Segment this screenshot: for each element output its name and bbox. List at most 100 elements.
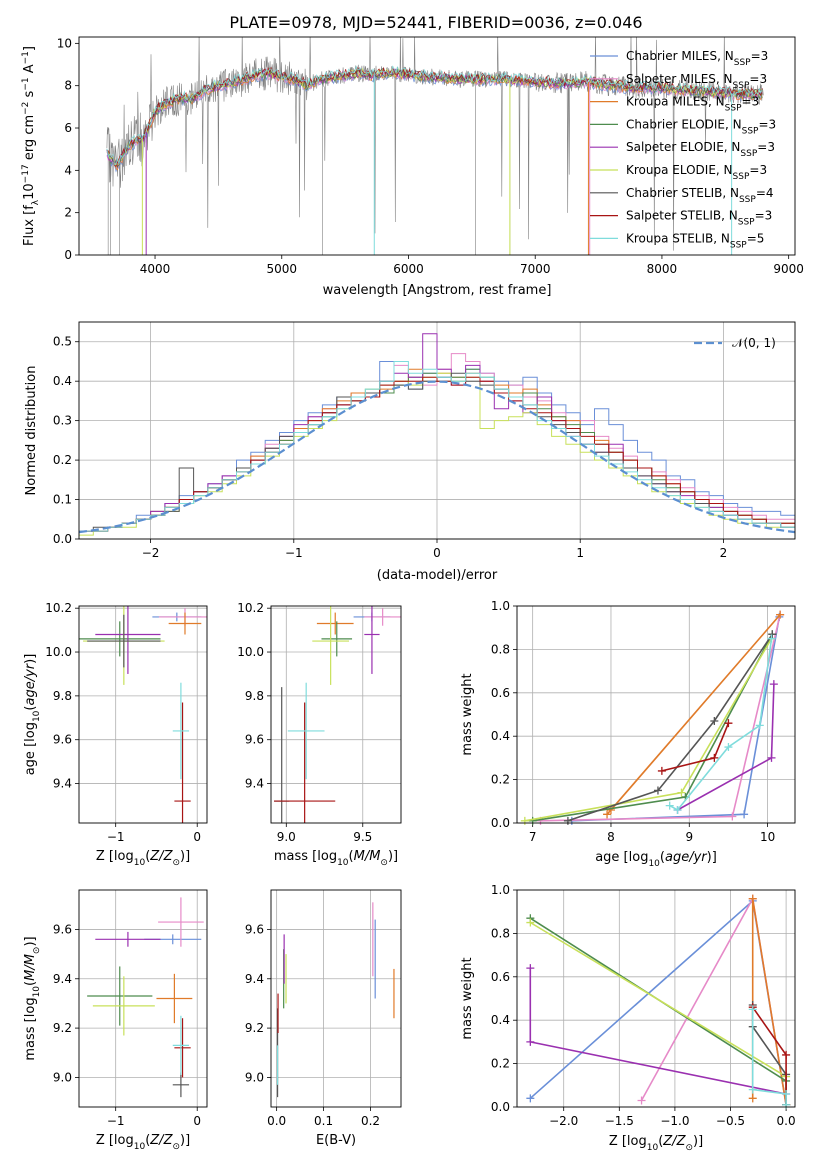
histogram-lines [79, 333, 795, 539]
label-part: =3 [742, 95, 760, 109]
y-tick-label: 0.0 [53, 532, 72, 546]
label-part: Kroupa STELIB, N [626, 231, 730, 245]
label-part: A [22, 64, 37, 77]
gaussian-curve [79, 380, 795, 534]
label-part: )] [23, 654, 38, 664]
label-part: 10 [134, 1142, 146, 1152]
label-part: Kroupa MILES, N [626, 95, 725, 109]
y-tick-label: 10.0 [237, 645, 264, 659]
weight-marker [776, 610, 785, 619]
y-axis-label: mass weight [460, 957, 475, 1039]
label-part: Flux [f [22, 205, 37, 246]
label-part: mass weight [460, 957, 475, 1039]
y-tick-label: 9.6 [53, 922, 72, 936]
legend-label: Chabrier ELODIE, NSSP=3 [626, 117, 776, 136]
label-part: ⊙ [380, 858, 388, 868]
label-part: Salpeter ELODIE, N [626, 140, 740, 154]
weight-marker [665, 801, 674, 810]
label-part: SSP [740, 149, 757, 159]
x-tick-label: 9.5 [353, 830, 372, 844]
x-tick-label: 9.0 [277, 830, 296, 844]
weight-marker [748, 1005, 757, 1014]
weight-marker [526, 918, 535, 927]
x-axis-label: age [log10(age/yr)] [595, 850, 717, 869]
x-tick-label: 7000 [520, 262, 551, 276]
x-tick-label: 8 [607, 830, 615, 844]
y-tick-label: 10.2 [45, 601, 72, 615]
label-part: )] [180, 1133, 190, 1148]
y-tick-label: 9.4 [245, 972, 264, 986]
label-part: 10 [32, 710, 42, 722]
spectrum-lines [106, 37, 764, 255]
label-part: age/yr [665, 850, 708, 865]
y-tick-label: 4 [64, 163, 72, 177]
legend-label: Salpeter ELODIE, NSSP=3 [626, 140, 775, 159]
mass-vs-metallicity-panel: −1 09.09.29.49.6Z [log10(Z/Z⊙)]mass [log1… [23, 889, 208, 1152]
label-part: SSP [734, 58, 751, 68]
weight-series-line [529, 968, 787, 1095]
label-part: s [22, 90, 37, 101]
mass-vs-ebv-panel: 0.0 0.1 0.2 9.0 9.2 9.4 9.6 E(B-V) [245, 889, 402, 1148]
x-tick-label: −1.5 [605, 1114, 634, 1128]
x-tick-label: 0.2 [361, 1114, 380, 1128]
weight-marker [526, 964, 535, 973]
label-part: Salpeter MILES, N [626, 72, 733, 86]
y-tick-label: 0.1 [53, 493, 72, 507]
y-tick-label: 9.2 [53, 1021, 72, 1035]
y-tick-label: 6 [64, 121, 72, 135]
weight-marker [677, 788, 686, 797]
y-tick-label: 0.4 [491, 729, 510, 743]
y-tick-label: 2 [64, 206, 72, 220]
weight-marker [782, 1089, 791, 1098]
label-part: ( [658, 1134, 663, 1149]
label-part: SSP [733, 172, 750, 182]
label-part: 10 [648, 859, 660, 869]
label-part: age/yr [23, 662, 38, 705]
x-tick-label: 4000 [140, 262, 171, 276]
legend-label: Kroupa STELIB, NSSP=5 [626, 231, 764, 250]
weight-marker [603, 810, 612, 819]
x-tick-label: −0.5 [716, 1114, 745, 1128]
label-part: ( [23, 981, 38, 986]
weight-marker [767, 753, 776, 762]
label-part: (data-model)/error [377, 568, 498, 583]
y-tick-label: 9.0 [53, 1070, 72, 1084]
label-part: −17 [21, 164, 31, 183]
label-part: =3 [758, 117, 776, 131]
label-part: ] [22, 46, 37, 51]
x-axis-label: (data-model)/error [377, 568, 498, 583]
y-tick-label: 0.8 [491, 926, 510, 940]
weight-marker [748, 1085, 757, 1094]
weight-series-line [529, 899, 787, 1105]
label-part: Z [log [96, 849, 134, 864]
label-part: Z/Z [662, 1134, 686, 1149]
label-part: ⊙ [172, 858, 180, 868]
x-tick-label: 10 [760, 830, 775, 844]
label-part: ( [145, 849, 150, 864]
label-part: age [log [595, 850, 648, 865]
age-vs-mass-panel: 9.0 9.5 9.4 9.6 9.8 10.0 10.2 mass [log10(M/M⊙)… [237, 601, 402, 868]
label-part: 10 [32, 986, 42, 998]
x-axis-label: E(B-V) [316, 1133, 356, 1148]
label-part: SSP [730, 240, 747, 250]
weight-series-line [606, 614, 781, 815]
x-tick-label: 0.1 [314, 1114, 333, 1128]
y-tick-label: 0.8 [491, 642, 510, 656]
legend-label: 𝒩(0, 1) [732, 336, 776, 350]
label-part: ( [23, 706, 38, 711]
label-part: Chabrier MILES, N [626, 49, 734, 63]
x-tick-label: −1 [285, 546, 303, 560]
y-tick-label: 8 [64, 79, 72, 93]
label-part: M/M [23, 954, 38, 981]
x-axis-label: Z [log10(Z/Z⊙)] [96, 849, 190, 868]
x-axis-label: Z [log10(Z/Z⊙)] [609, 1134, 703, 1153]
weight-marker [728, 812, 737, 821]
weight-marker [724, 743, 733, 752]
weight-marker [526, 1037, 535, 1046]
errorbar-points [276, 902, 395, 1098]
label-part: Kroupa ELODIE, N [626, 163, 733, 177]
label-part: mass [log [274, 849, 337, 864]
legend-label: Kroupa MILES, NSSP=3 [626, 95, 759, 114]
y-tick-label: 0.4 [491, 1013, 510, 1027]
x-tick-label: 0 [193, 1114, 201, 1128]
